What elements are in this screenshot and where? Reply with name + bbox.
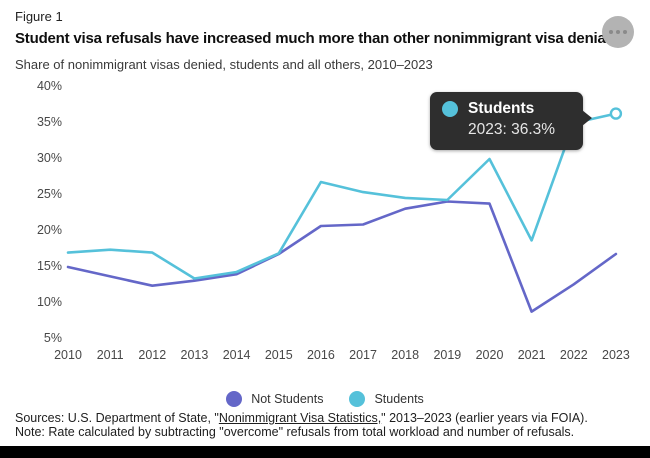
options-menu-button[interactable] — [602, 16, 634, 48]
y-tick-label: 20% — [36, 223, 62, 237]
tooltip-value: 2023: 36.3% — [468, 121, 556, 138]
chart-title: Student visa refusals have increased muc… — [15, 30, 618, 47]
x-tick-label: 2015 — [264, 348, 293, 362]
y-tick-label: 15% — [36, 259, 62, 273]
figure-label: Figure 1 — [15, 9, 63, 24]
sources-suffix: " 2013–2023 (earlier years via FOIA). — [381, 411, 588, 425]
chart-legend: Not Students Students — [0, 391, 650, 407]
x-tick-label: 2022 — [559, 348, 588, 362]
y-tick-label: 25% — [36, 187, 62, 201]
x-tick-label: 2013 — [180, 348, 209, 362]
series-line-not-students[interactable] — [66, 200, 618, 313]
tooltip-series-dot-icon — [442, 101, 458, 117]
y-tick-label: 40% — [36, 79, 62, 93]
sources-prefix: Sources: U.S. Department of State, " — [15, 411, 219, 425]
y-tick-label: 10% — [36, 295, 62, 309]
x-tick-label: 2019 — [433, 348, 462, 362]
chart-tooltip: Students 2023: 36.3% — [430, 92, 592, 150]
highlighted-data-point[interactable] — [609, 107, 623, 120]
x-tick-label: 2012 — [138, 348, 167, 362]
x-tick-label: 2016 — [306, 348, 335, 362]
x-tick-label: 2018 — [391, 348, 420, 362]
x-tick-label: 2014 — [222, 348, 251, 362]
ellipsis-icon — [609, 30, 613, 34]
x-tick-label: 2011 — [96, 348, 124, 362]
ellipsis-icon — [623, 30, 627, 34]
chart-subtitle: Share of nonimmigrant visas denied, stud… — [15, 57, 433, 72]
legend-label: Students — [374, 392, 424, 406]
x-tick-label: 2023 — [602, 348, 630, 362]
y-tick-label: 30% — [36, 151, 62, 165]
legend-dot-icon — [226, 391, 243, 407]
sources-text: Sources: U.S. Department of State, "Noni… — [15, 411, 647, 425]
tooltip-series-name: Students — [468, 100, 535, 117]
note-text: Note: Rate calculated by subtracting "ov… — [15, 425, 575, 439]
sources-link[interactable]: Nonimmigrant Visa Statistics, — [218, 411, 382, 425]
y-tick-label: 35% — [36, 115, 62, 129]
x-tick-label: 2010 — [54, 348, 82, 362]
x-tick-label: 2020 — [475, 348, 504, 362]
x-tick-label: 2017 — [349, 348, 377, 362]
series-line-students[interactable] — [66, 112, 618, 280]
y-tick-label: 5% — [43, 331, 62, 345]
legend-dot-icon — [349, 391, 366, 407]
bottom-black-bar — [0, 446, 650, 458]
legend-label: Not Students — [251, 392, 324, 406]
x-tick-label: 2021 — [517, 348, 546, 362]
tooltip-arrow — [582, 110, 592, 126]
legend-item-students[interactable]: Students — [349, 391, 424, 407]
ellipsis-icon — [616, 30, 620, 34]
legend-item-not-students[interactable]: Not Students — [226, 391, 323, 407]
